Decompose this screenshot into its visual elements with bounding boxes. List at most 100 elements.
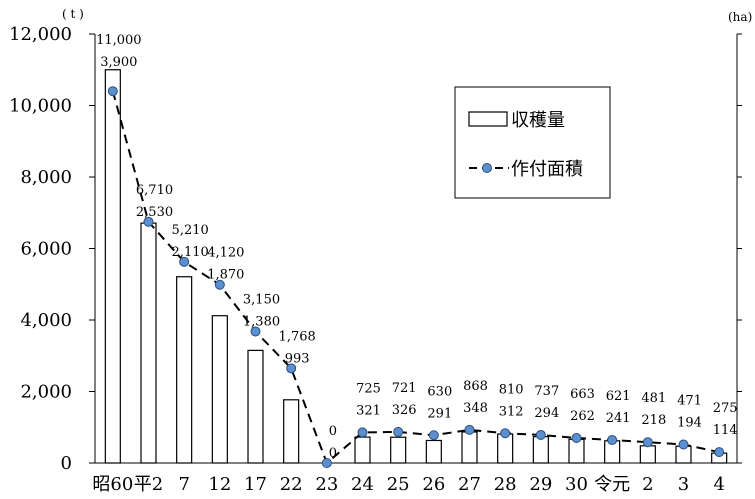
line-point	[143, 216, 154, 227]
y-tick-label: 12,000	[9, 24, 72, 45]
x-tick-label: 26	[422, 474, 445, 495]
bar	[176, 276, 193, 464]
x-tick-label: 4	[713, 474, 724, 495]
bar-value-label: 6,710	[136, 183, 173, 198]
legend: 収穫量 作付面積	[454, 86, 611, 199]
area-value-label: 2,110	[172, 245, 209, 260]
line-point	[321, 458, 332, 468]
area-value-label: 1,380	[243, 314, 280, 329]
bar-value-label: 868	[463, 379, 488, 394]
bar-value-label: 471	[677, 394, 702, 409]
bar-value-label: 721	[392, 381, 417, 396]
bar-value-label: 0	[329, 424, 337, 439]
bar	[247, 349, 264, 464]
x-tick-label: 令元	[594, 474, 630, 495]
left-axis-unit: ( t )	[62, 7, 84, 21]
area-value-label: 262	[570, 409, 595, 424]
area-value-label: 218	[641, 413, 666, 428]
bar	[425, 439, 442, 464]
x-tick-label: 28	[494, 474, 517, 495]
x-tick-label: 23	[315, 474, 338, 495]
x-tick-label: 3	[678, 474, 689, 495]
line-point	[250, 326, 261, 337]
bar	[497, 433, 514, 464]
x-tick-label: 25	[387, 474, 410, 495]
line-point	[571, 433, 582, 444]
line-point	[107, 86, 118, 97]
x-tick-label: 17	[244, 474, 267, 495]
bars	[104, 69, 728, 464]
bar	[461, 431, 478, 464]
area-value-label: 326	[392, 403, 417, 418]
bar-value-label: 630	[427, 384, 452, 399]
y-tick-label: 10,000	[9, 96, 72, 117]
bar-value-label: 11,000	[96, 33, 142, 48]
x-tick-label: 7	[178, 474, 189, 495]
line-point	[179, 256, 190, 267]
x-tick-label: 27	[458, 474, 481, 495]
bar	[211, 315, 228, 464]
x-tick-label: 平2	[134, 474, 163, 495]
bar-value-label: 5,210	[172, 223, 209, 238]
bar	[390, 436, 407, 464]
area-line	[111, 90, 720, 465]
area-value-label: 291	[427, 406, 452, 421]
line-point	[214, 279, 225, 290]
right-axis-unit: (ha)	[728, 10, 752, 24]
line-point	[714, 447, 725, 458]
x-tick-label: 24	[351, 474, 374, 495]
y-tick-label: 0	[61, 453, 72, 474]
area-value-label: 312	[499, 404, 524, 419]
bar	[532, 436, 549, 464]
x-tick-label: 22	[280, 474, 303, 495]
area-value-label: 194	[677, 416, 702, 431]
x-ticks: 昭60 平2 7 12 17 22 23 24 25 26 27 28 29 30 令元 2 3 4	[92, 474, 725, 495]
x-tick-label: 2	[642, 474, 653, 495]
line-layer	[107, 86, 725, 468]
bar-value-label: 621	[606, 389, 631, 404]
area-value-label: 294	[534, 406, 559, 421]
line-point	[642, 437, 653, 448]
area-value-label: 348	[463, 401, 488, 416]
x-tick-label: 29	[529, 474, 552, 495]
line-point	[428, 430, 439, 441]
bar	[639, 445, 656, 464]
bar-value-label: 725	[356, 381, 381, 396]
bar-value-label: 4,120	[207, 246, 244, 261]
line-point	[607, 435, 618, 446]
y-tick-label: 8,000	[20, 167, 72, 188]
bar-value-label: 737	[534, 384, 559, 399]
area-value-label: 1,870	[207, 268, 244, 283]
bar-value-label: 810	[499, 382, 524, 397]
line-point	[500, 428, 511, 439]
bar-value-label: 481	[641, 391, 666, 406]
legend-marker	[482, 163, 492, 173]
area-value-label: 321	[356, 403, 381, 418]
y-tick-label: 6,000	[20, 239, 72, 260]
area-value-label: 993	[285, 351, 310, 366]
bar-value-label: 275	[713, 401, 738, 416]
line-point	[678, 439, 689, 450]
x-tick-label: 30	[565, 474, 588, 495]
area-value-label: 3,900	[100, 55, 137, 70]
line-point	[357, 427, 368, 438]
legend-box	[454, 86, 611, 199]
area-value-label: 241	[606, 411, 631, 426]
area-value-label: 2,530	[136, 205, 173, 220]
bar	[104, 69, 121, 464]
bar	[283, 399, 300, 464]
legend-label-line: 作付面積	[511, 159, 583, 180]
bar	[140, 222, 157, 464]
area-value-label: 0	[329, 446, 337, 461]
bar-value-label: 3,150	[243, 292, 280, 307]
bar	[354, 436, 371, 464]
line-point	[464, 424, 475, 435]
line-point	[286, 363, 297, 374]
area-value-label: 114	[713, 423, 738, 438]
line-point	[393, 426, 404, 437]
x-tick-label: 12	[208, 474, 231, 495]
y-ticks: 0 2,000 4,000 6,000 8,000 10,000 12,000	[9, 24, 742, 474]
bar-value-label: 1,768	[279, 329, 316, 344]
